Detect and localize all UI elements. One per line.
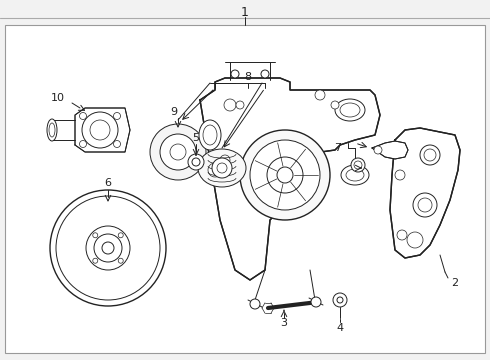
Circle shape <box>56 196 160 300</box>
Circle shape <box>224 99 236 111</box>
Circle shape <box>50 190 166 306</box>
Circle shape <box>114 112 121 120</box>
Circle shape <box>240 130 330 220</box>
Circle shape <box>374 146 382 154</box>
Circle shape <box>220 155 230 165</box>
Circle shape <box>118 258 123 263</box>
Circle shape <box>231 70 239 78</box>
Text: 4: 4 <box>337 323 343 333</box>
Circle shape <box>79 140 87 148</box>
Text: 3: 3 <box>280 318 288 328</box>
Circle shape <box>261 70 269 78</box>
Circle shape <box>351 158 365 172</box>
Ellipse shape <box>199 120 221 150</box>
Ellipse shape <box>203 125 217 145</box>
Text: 7: 7 <box>335 143 342 153</box>
Circle shape <box>102 242 114 254</box>
Ellipse shape <box>335 99 365 121</box>
Circle shape <box>236 101 244 109</box>
Text: 10: 10 <box>51 93 65 103</box>
Circle shape <box>277 167 293 183</box>
Circle shape <box>337 297 343 303</box>
Circle shape <box>94 234 122 262</box>
Text: 2: 2 <box>451 278 459 288</box>
Circle shape <box>267 157 303 193</box>
Circle shape <box>395 170 405 180</box>
Circle shape <box>160 134 196 170</box>
Ellipse shape <box>341 165 369 185</box>
Circle shape <box>82 112 118 148</box>
Circle shape <box>93 258 98 263</box>
Circle shape <box>208 163 222 177</box>
Circle shape <box>311 297 321 307</box>
Text: 6: 6 <box>104 178 112 188</box>
Ellipse shape <box>340 103 360 117</box>
Circle shape <box>192 158 200 166</box>
Circle shape <box>424 149 436 161</box>
Circle shape <box>79 112 87 120</box>
Circle shape <box>86 226 130 270</box>
Text: 9: 9 <box>171 107 177 117</box>
Circle shape <box>413 193 437 217</box>
Circle shape <box>333 293 347 307</box>
Circle shape <box>93 233 98 238</box>
Circle shape <box>118 233 123 238</box>
Circle shape <box>250 140 320 210</box>
Ellipse shape <box>49 123 55 137</box>
Polygon shape <box>372 141 408 159</box>
Circle shape <box>188 154 204 170</box>
Ellipse shape <box>47 119 57 141</box>
Polygon shape <box>75 108 130 152</box>
Text: 8: 8 <box>245 72 251 82</box>
Text: 5: 5 <box>193 133 199 143</box>
Circle shape <box>217 163 227 173</box>
Ellipse shape <box>198 149 246 187</box>
Text: 1: 1 <box>241 5 249 18</box>
Circle shape <box>354 161 362 169</box>
Circle shape <box>397 230 407 240</box>
Circle shape <box>114 140 121 148</box>
Circle shape <box>407 232 423 248</box>
Circle shape <box>420 145 440 165</box>
Ellipse shape <box>346 169 364 181</box>
Circle shape <box>90 120 110 140</box>
Circle shape <box>150 124 206 180</box>
Polygon shape <box>200 78 380 280</box>
Circle shape <box>250 299 260 309</box>
Circle shape <box>331 101 339 109</box>
Circle shape <box>170 144 186 160</box>
Polygon shape <box>390 128 460 258</box>
Circle shape <box>418 198 432 212</box>
Circle shape <box>315 90 325 100</box>
Circle shape <box>212 158 232 178</box>
